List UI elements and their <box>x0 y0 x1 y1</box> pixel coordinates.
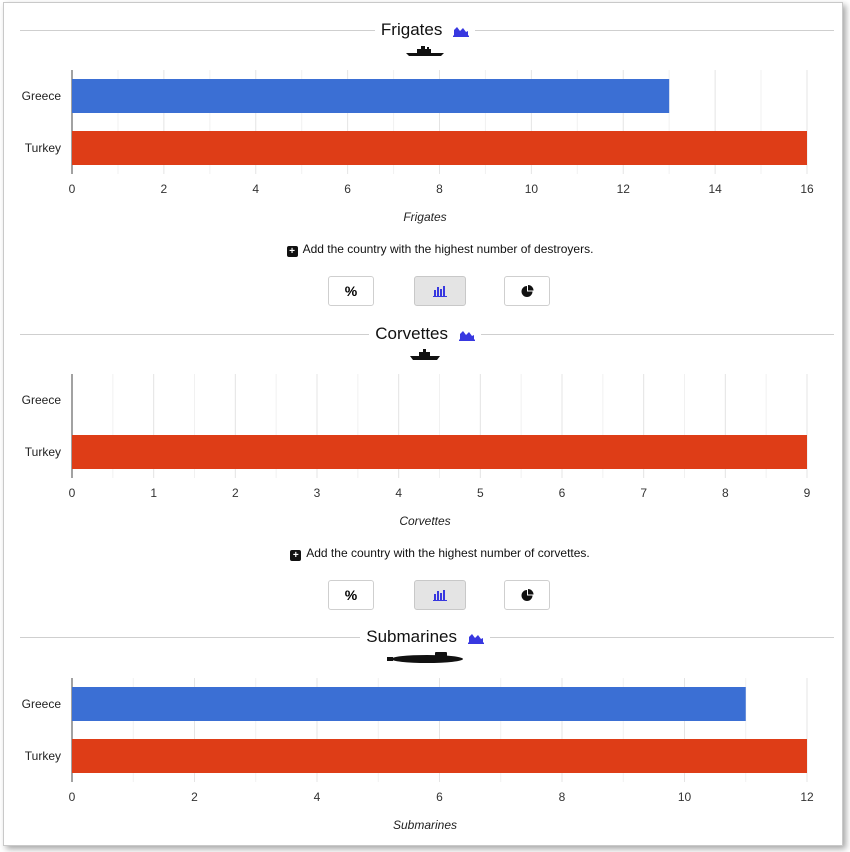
add-country-link[interactable]: + Add the country with the highest number… <box>0 546 850 561</box>
axis-title: Corvettes <box>399 514 451 528</box>
tick-label: 12 <box>800 790 814 804</box>
section-title-frigates: Frigates <box>374 20 476 40</box>
frigates-chart: Greece Turkey 0 2 4 6 8 10 12 14 16 <box>22 70 814 196</box>
plus-icon: + <box>290 550 302 561</box>
tick-label: 8 <box>559 790 566 804</box>
tick-label: 2 <box>232 486 239 500</box>
tick-label: 6 <box>344 182 351 196</box>
add-country-text: Add the country with the highest number … <box>302 242 594 256</box>
area-chart-icon[interactable] <box>453 25 470 37</box>
percent-button[interactable]: % <box>328 580 374 610</box>
area-chart-icon[interactable] <box>458 329 475 341</box>
add-country-link[interactable]: + Add the country with the highest number… <box>0 242 850 257</box>
plus-icon: + <box>286 246 298 257</box>
tick-label: 4 <box>252 182 259 196</box>
bar-turkey[interactable] <box>72 435 807 469</box>
tick-label: 6 <box>436 790 443 804</box>
bar-greece[interactable] <box>72 687 746 721</box>
section-title-text: Frigates <box>380 20 443 39</box>
category-label: Turkey <box>25 141 61 155</box>
bar-turkey[interactable] <box>72 739 807 773</box>
corvette-icon <box>410 349 440 360</box>
tick-label: 0 <box>69 790 76 804</box>
category-label: Greece <box>22 89 62 103</box>
category-label: Turkey <box>25 749 61 763</box>
percent-button[interactable]: % <box>328 276 374 306</box>
submarine-icon <box>387 652 463 663</box>
pie-chart-icon <box>521 284 533 297</box>
tick-label: 10 <box>678 790 692 804</box>
tick-label: 9 <box>804 486 811 500</box>
section-title-submarines: Submarines <box>360 627 490 647</box>
add-country-text: Add the country with the highest number … <box>306 546 590 560</box>
bar-chart-icon <box>433 286 447 297</box>
tick-label: 1 <box>150 486 157 500</box>
bar-chart-button[interactable] <box>414 276 466 306</box>
bar-turkey[interactable] <box>72 131 807 165</box>
section-title-text: Submarines <box>366 627 457 646</box>
section-title-text: Corvettes <box>375 324 448 343</box>
tick-label: 10 <box>525 182 539 196</box>
pie-chart-icon <box>521 588 533 601</box>
axis-title: Submarines <box>392 818 458 832</box>
tick-label: 2 <box>161 182 168 196</box>
category-label: Greece <box>22 393 62 407</box>
tick-label: 0 <box>69 182 76 196</box>
tick-label: 2 <box>191 790 198 804</box>
tick-label: 3 <box>314 486 321 500</box>
category-label: Turkey <box>25 445 61 459</box>
section-title-corvettes: Corvettes <box>369 324 481 344</box>
corvettes-chart: Greece Turkey 0 1 2 3 4 5 6 7 8 9 <box>22 374 811 500</box>
tick-label: 14 <box>708 182 722 196</box>
bar-chart-button[interactable] <box>414 580 466 610</box>
axis-title: Frigates <box>403 210 447 224</box>
bar-chart-icon <box>433 590 447 601</box>
bar-greece[interactable] <box>72 79 670 113</box>
category-label: Greece <box>22 697 62 711</box>
tick-label: 4 <box>395 486 402 500</box>
tick-label: 8 <box>722 486 729 500</box>
pie-chart-button[interactable] <box>504 276 550 306</box>
tick-label: 7 <box>640 486 647 500</box>
submarines-chart: Greece Turkey 0 2 4 6 8 10 12 <box>22 678 814 804</box>
tick-label: 5 <box>477 486 484 500</box>
tick-label: 4 <box>314 790 321 804</box>
frigate-icon <box>406 46 444 56</box>
tick-label: 12 <box>617 182 631 196</box>
tick-label: 16 <box>800 182 814 196</box>
area-chart-icon[interactable] <box>467 632 484 644</box>
tick-label: 6 <box>559 486 566 500</box>
pie-chart-button[interactable] <box>504 580 550 610</box>
tick-label: 8 <box>436 182 443 196</box>
tick-label: 0 <box>69 486 76 500</box>
